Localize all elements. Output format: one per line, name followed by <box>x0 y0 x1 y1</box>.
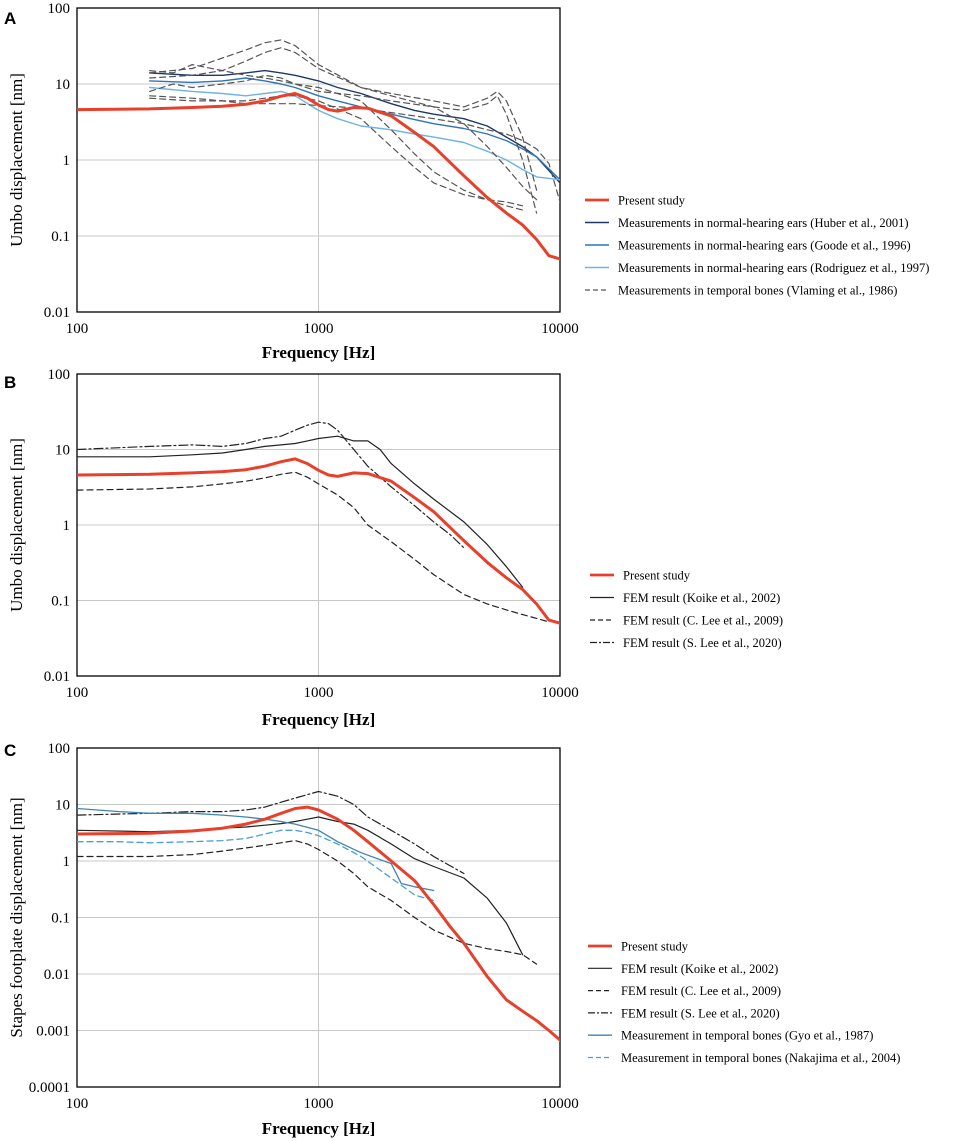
x-tick-label: 10000 <box>541 685 579 701</box>
legend-label: Measurement in temporal bones (Gyo et al… <box>621 1029 873 1043</box>
series-line-vlaming <box>149 95 560 203</box>
legend-label: Present study <box>623 569 691 583</box>
legend-label: Present study <box>618 194 686 208</box>
x-tick-label: 100 <box>66 1096 89 1112</box>
legend-label: FEM result (C. Lee et al., 2009) <box>621 984 781 998</box>
y-tick-label: 0.1 <box>51 229 70 245</box>
y-tick-label: 0.01 <box>44 669 70 685</box>
legend-label: FEM result (S. Lee et al., 2020) <box>623 636 782 650</box>
series-line-rodriguez <box>149 86 560 181</box>
y-tick-label: 1 <box>63 854 71 870</box>
x-axis-label: Frequency [Hz] <box>262 343 375 362</box>
legend-label: Present study <box>621 940 689 954</box>
y-tick-label: 0.01 <box>44 305 70 321</box>
y-axis-label: Stapes footplate displacement [nm] <box>7 797 26 1037</box>
x-axis-label: Frequency [Hz] <box>262 710 375 729</box>
y-tick-label: 100 <box>48 367 71 383</box>
series-line-koike <box>77 435 524 588</box>
series-group <box>77 790 560 1042</box>
legend-label: Measurements in temporal bones (Vlaming … <box>618 284 897 298</box>
plot-frame <box>76 7 561 313</box>
series-line-gyo <box>77 807 435 892</box>
y-tick-label: 0.1 <box>51 594 70 610</box>
panel-letter: A <box>4 9 16 28</box>
series-line-present <box>77 805 560 1042</box>
legend-label: FEM result (C. Lee et al., 2009) <box>623 614 783 628</box>
legend-label: Measurements in normal-hearing ears (Rod… <box>618 261 929 275</box>
y-tick-label: 100 <box>48 741 71 757</box>
series-line-vlaming <box>149 74 538 214</box>
series-line-clee <box>77 840 538 965</box>
y-tick-label: 10 <box>55 77 70 93</box>
series-line-nakajima <box>77 829 435 902</box>
series-line-present <box>77 92 560 261</box>
series-line-slee <box>77 421 465 549</box>
y-tick-label: 10 <box>55 798 70 814</box>
series-group <box>77 421 560 625</box>
legend-label: FEM result (Koike et al., 2002) <box>621 962 778 976</box>
y-axis-label: Umbo displacement [nm] <box>7 73 26 247</box>
series-line-vlaming <box>149 39 538 201</box>
y-tick-label: 1 <box>63 153 71 169</box>
legend-label: Measurement in temporal bones (Nakajima … <box>621 1051 900 1065</box>
series-line-slee <box>77 790 465 875</box>
series-line-vlaming <box>149 63 524 211</box>
chart-panel-a: A 0.01 0.1 1 10 100 100 1000 10000 Frequency [Hz]… <box>4 1 929 362</box>
y-tick-label: 0.01 <box>44 967 70 983</box>
legend: Present study FEM result (Koike et al., 2… <box>588 940 900 1065</box>
chart-panel-b: B 0.01 0.1 1 10 100 100 1000 10000 Frequency [Hz]… <box>4 367 783 729</box>
y-axis-label: Umbo displacement [nm] <box>7 438 26 612</box>
legend-label: Measurements in normal-hearing ears (Goo… <box>618 239 911 253</box>
x-tick-label: 10000 <box>541 321 579 337</box>
y-tick-label: 0.0001 <box>29 1080 70 1096</box>
x-tick-label: 100 <box>66 685 89 701</box>
x-tick-label: 1000 <box>304 685 334 701</box>
plot-frame <box>76 373 561 677</box>
series-line-present <box>77 457 560 625</box>
legend: Present study Measurements in normal-hear… <box>585 194 929 298</box>
x-axis-label: Frequency [Hz] <box>262 1119 375 1138</box>
series-line-clee <box>77 471 550 623</box>
series-line-vlaming <box>149 47 538 191</box>
legend-label: FEM result (Koike et al., 2002) <box>623 591 780 605</box>
x-tick-label: 100 <box>66 321 89 337</box>
series-group <box>77 39 560 261</box>
series-line-huber <box>149 69 560 184</box>
y-tick-label: 1 <box>63 518 71 534</box>
legend: Present study FEM result (Koike et al., 2… <box>590 569 783 650</box>
x-tick-label: 1000 <box>304 1096 334 1112</box>
y-tick-label: 0.1 <box>51 911 70 927</box>
y-tick-label: 100 <box>48 1 71 17</box>
x-tick-label: 1000 <box>304 321 334 337</box>
legend-label: Measurements in normal-hearing ears (Hub… <box>618 216 909 230</box>
y-tick-label: 0.001 <box>36 1024 70 1040</box>
chart-panel-c: C 0.0001 0.001 0.01 0.1 1 10 100 100 1000 10000 Fre… <box>4 741 900 1138</box>
x-tick-label: 10000 <box>541 1096 579 1112</box>
plot-frame <box>76 747 561 1088</box>
y-tick-label: 10 <box>55 443 70 459</box>
panel-letter: C <box>4 741 16 760</box>
panel-letter: B <box>4 373 16 392</box>
legend-label: FEM result (S. Lee et al., 2020) <box>621 1006 780 1020</box>
